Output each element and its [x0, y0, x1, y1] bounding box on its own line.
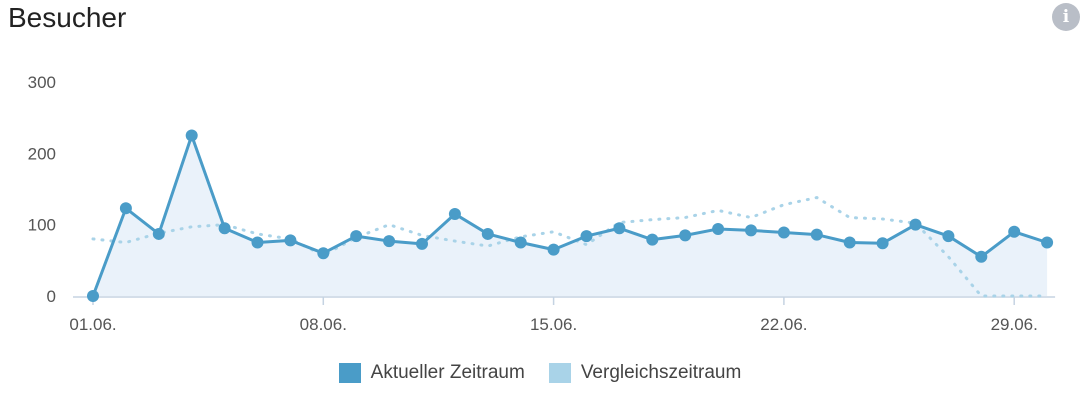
y-tick-label: 300 [28, 73, 56, 92]
current-data-point [942, 230, 955, 243]
current-data-point [416, 237, 428, 250]
current-data-point [646, 233, 659, 246]
current-data-point [251, 236, 264, 249]
current-data-point [152, 227, 165, 240]
current-data-point [284, 234, 297, 247]
current-data-point [514, 236, 527, 249]
current-data-point [810, 228, 823, 241]
current-data-point [317, 247, 330, 260]
x-tick-label: 15.06. [530, 315, 577, 334]
current-data-point [876, 237, 889, 250]
current-data-point [745, 224, 757, 237]
current-data-point [679, 229, 692, 242]
legend-swatch-comparison [548, 363, 571, 383]
y-tick-label: 100 [28, 216, 56, 235]
x-tick-label: 08.06. [300, 315, 347, 334]
current-data-point [119, 202, 132, 215]
comparison-series-line [91, 195, 1049, 298]
legend-item-current[interactable]: Aktueller Zeitraum [338, 362, 525, 384]
current-data-point [777, 226, 790, 239]
current-series-area [93, 135, 1048, 296]
legend-label-comparison: Vergleichszeitraum [580, 362, 742, 383]
current-data-point [481, 227, 494, 240]
current-data-point [1008, 225, 1021, 238]
info-icon[interactable]: i [1052, 3, 1080, 31]
y-tick-label: 0 [47, 287, 56, 306]
current-data-point [350, 230, 363, 243]
chart-title: Besucher [8, 2, 127, 33]
current-data-point [712, 222, 725, 235]
current-data-point [1041, 236, 1054, 249]
current-data-point [909, 218, 922, 231]
current-data-point [613, 222, 626, 235]
x-tick-label: 01.06. [69, 315, 116, 334]
chart-legend: Aktueller Zeitraum Vergleichszeitraum [0, 362, 1080, 384]
current-data-point [448, 207, 461, 220]
current-data-point [975, 250, 988, 263]
current-data-point [185, 129, 198, 142]
y-tick-label: 200 [28, 144, 56, 163]
current-data-point [843, 236, 856, 249]
legend-item-comparison[interactable]: Vergleichszeitraum [548, 362, 742, 384]
current-data-point [87, 290, 99, 302]
current-data-point [383, 235, 396, 248]
current-data-point [547, 243, 560, 256]
x-tick-label: 22.06. [760, 315, 807, 334]
legend-swatch-current [338, 363, 361, 383]
current-data-point [580, 230, 593, 243]
current-data-point [218, 222, 231, 235]
x-tick-label: 29.06. [991, 315, 1038, 334]
legend-label-current: Aktueller Zeitraum [370, 362, 525, 383]
